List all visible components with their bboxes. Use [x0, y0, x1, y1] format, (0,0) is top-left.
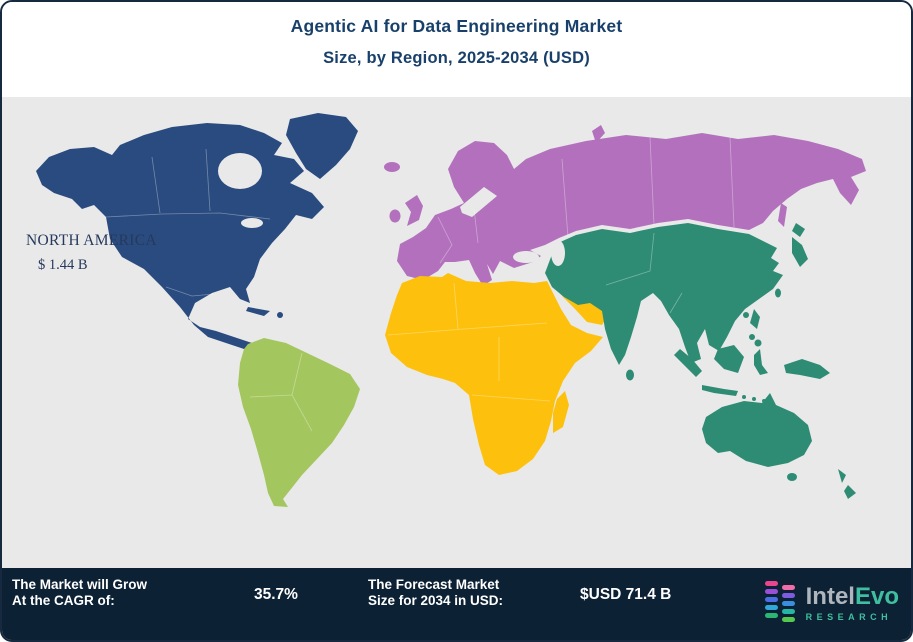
brand-evo: Evo	[854, 582, 899, 610]
cagr-label-line1: The Market will Grow	[12, 577, 148, 592]
asia-mainland	[545, 223, 783, 365]
cagr-label-line2: At the CAGR of:	[12, 592, 115, 608]
forecast-label-line1: The Forecast Market	[368, 577, 500, 592]
madagascar	[553, 391, 569, 433]
great-lakes	[241, 218, 263, 228]
tasmania	[787, 473, 797, 481]
black-sea	[513, 251, 539, 263]
brand-name: IntelEvo	[805, 582, 899, 610]
new-zealand-north	[838, 469, 846, 483]
eurasia-north	[397, 133, 866, 286]
arctic-island	[238, 143, 252, 155]
intelevo-logo-text: IntelEvo RESEARCH	[805, 582, 899, 622]
caspian-sea	[551, 240, 565, 266]
ireland	[389, 209, 401, 223]
cuba	[246, 307, 270, 316]
united-kingdom	[405, 195, 423, 226]
japan-hokkaido	[792, 223, 805, 237]
south-america-mainland	[238, 338, 360, 507]
lesser-sunda-1	[742, 395, 746, 399]
cagr-label: The Market will Grow At the CAGR of:	[12, 577, 147, 608]
taiwan	[775, 288, 781, 298]
greenland	[286, 113, 358, 179]
region-south-america	[238, 338, 360, 507]
callout-region-name: NORTH AMERICA	[26, 232, 157, 249]
sakhalin	[778, 203, 787, 227]
mindanao	[754, 339, 762, 347]
country-borders	[105, 136, 735, 432]
inland-water	[218, 153, 565, 266]
java	[702, 385, 738, 396]
region-asia-pacific	[545, 223, 856, 499]
stats-footer: The Market will Grow At the CAGR of: 35.…	[2, 568, 911, 640]
forecast-value: $USD 71.4 B	[580, 586, 672, 603]
hainan	[743, 312, 749, 318]
hudson-bay	[218, 153, 262, 189]
philippines-south	[749, 334, 755, 340]
iceland	[384, 162, 400, 172]
sri-lanka	[626, 369, 634, 381]
forecast-label: The Forecast Market Size for 2034 in USD…	[368, 577, 503, 608]
baltic-sea	[460, 187, 497, 217]
sulawesi	[754, 349, 768, 375]
lesser-sunda-2	[752, 397, 756, 401]
hispaniola	[277, 312, 283, 318]
australia	[702, 393, 812, 467]
philippines	[750, 309, 760, 329]
page-subtitle: Size, by Region, 2025-2034 (USD)	[323, 49, 590, 67]
borneo	[714, 345, 744, 373]
sumatra	[674, 349, 702, 377]
world-map-svg	[36, 113, 866, 507]
intelevo-logo: IntelEvo RESEARCH	[764, 580, 899, 626]
callout-region-value: $ 1.44 B	[38, 257, 88, 273]
brand-intel: Intel	[805, 582, 855, 610]
cagr-value: 35.7%	[254, 586, 298, 603]
title-block: Agentic AI for Data Engineering Market S…	[2, 2, 911, 97]
africa-mainland	[385, 273, 603, 475]
new-guinea	[784, 359, 830, 379]
page-title: Agentic AI for Data Engineering Market	[290, 16, 623, 36]
world-map	[2, 97, 911, 572]
brand-subtitle: RESEARCH	[805, 611, 893, 622]
north-america-callout: NORTH AMERICA $ 1.44 B	[26, 232, 157, 274]
japan-honshu	[792, 237, 808, 267]
intelevo-logo-icon	[764, 581, 795, 622]
new-zealand-south	[844, 485, 856, 499]
region-europe-russia	[384, 125, 866, 286]
baffin-island	[254, 137, 274, 151]
novaya-zemlya	[592, 125, 605, 143]
forecast-label-line2: Size for 2034 in USD:	[368, 592, 504, 608]
